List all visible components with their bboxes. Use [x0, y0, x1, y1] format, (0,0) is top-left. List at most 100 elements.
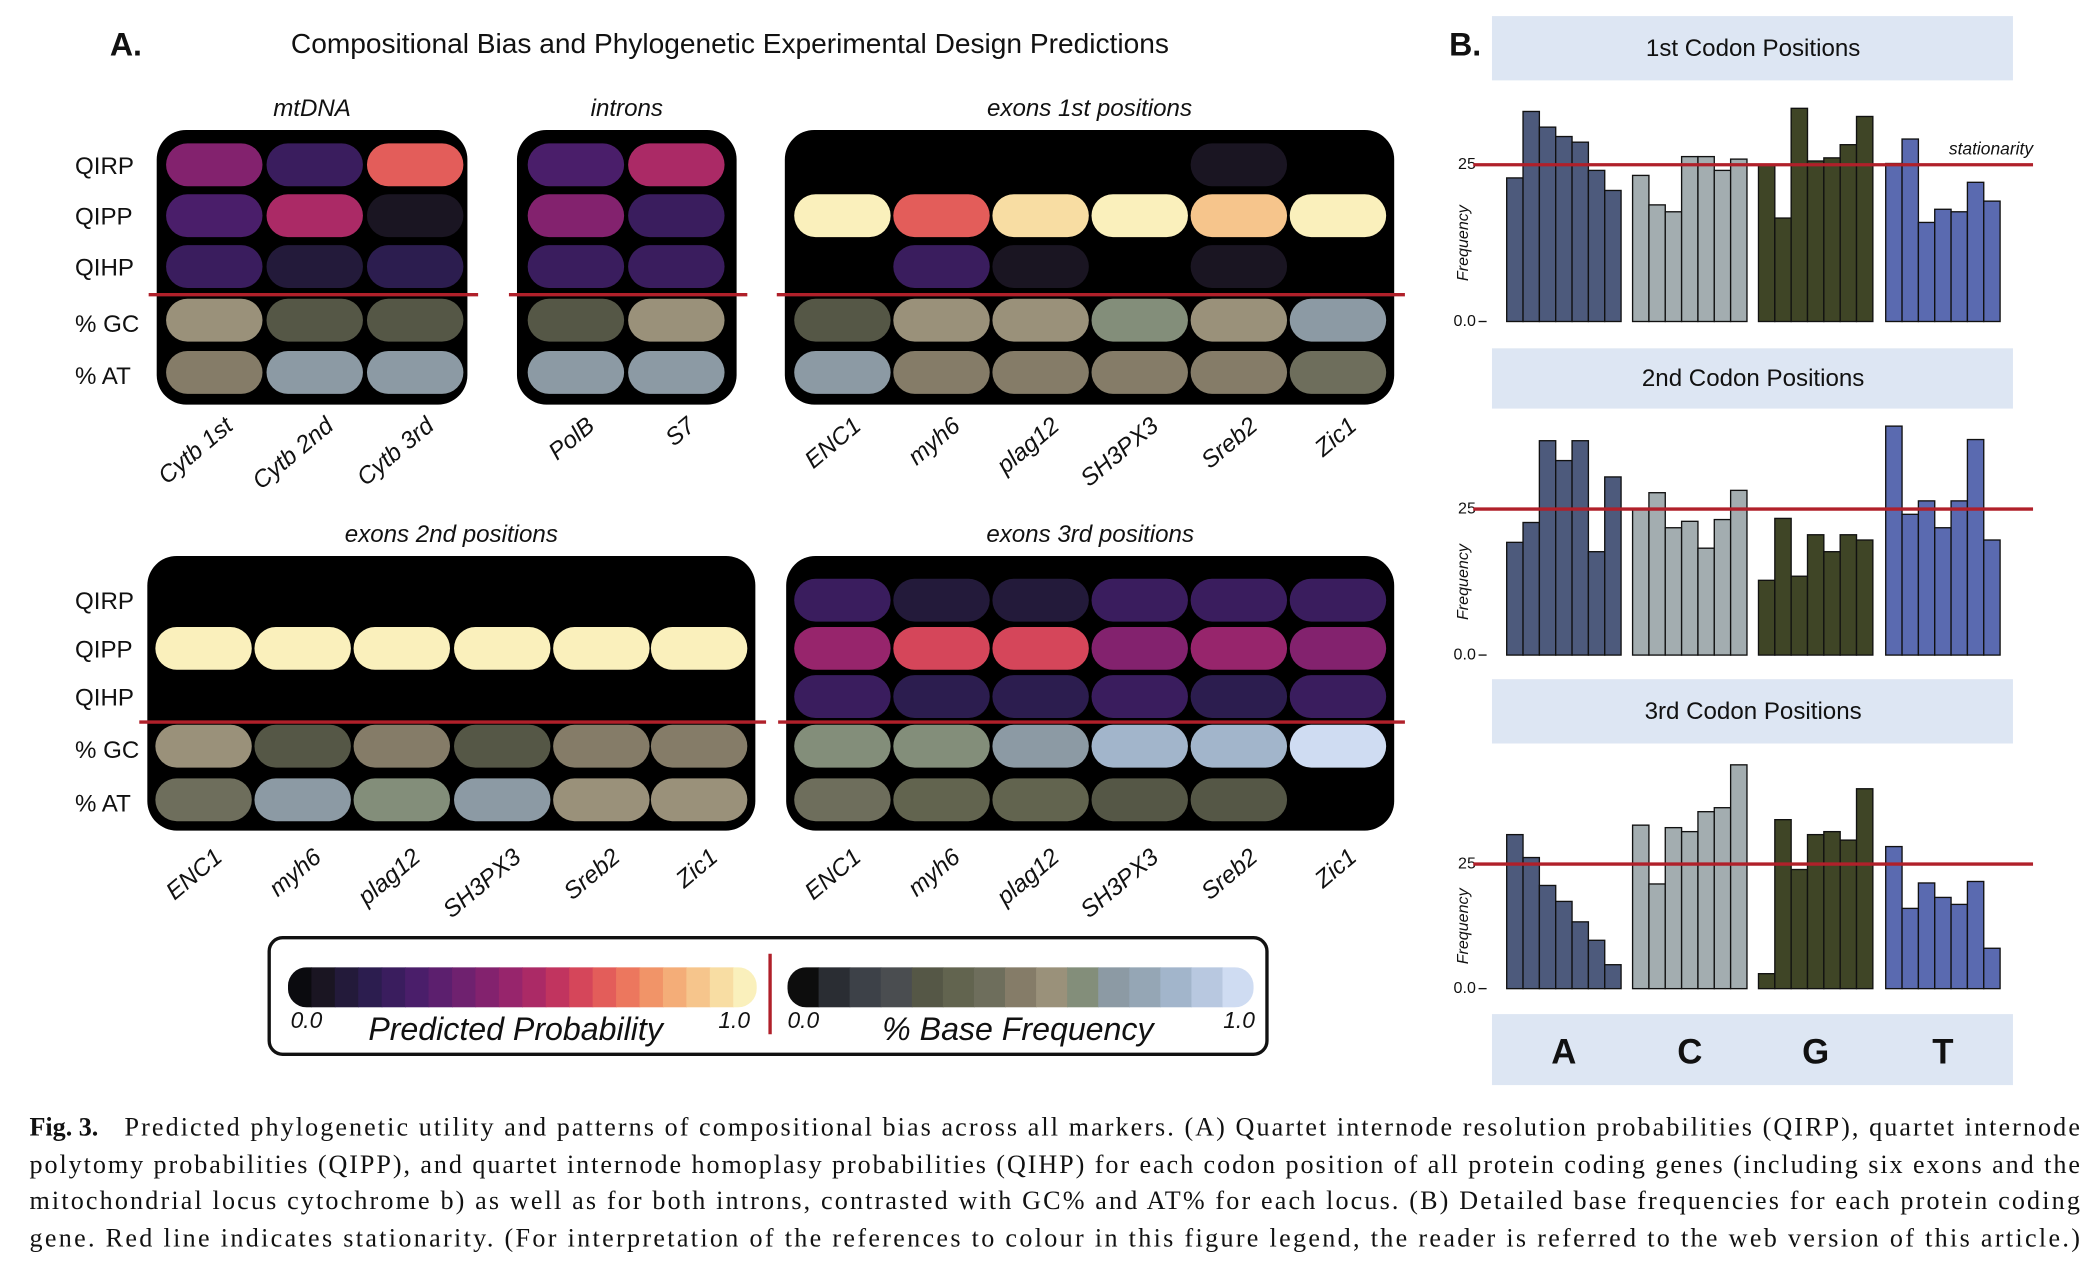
- caption-line: Predicted phylogenetic utility and patte…: [125, 1112, 2080, 1141]
- heatmap-cell: [166, 350, 263, 394]
- bar: [1648, 492, 1666, 656]
- bar: [1806, 833, 1825, 990]
- column-label: ENC1: [800, 843, 867, 905]
- heatmap-cell: [553, 626, 650, 670]
- bar: [1966, 880, 1985, 990]
- bar: [1729, 489, 1748, 656]
- bar: [1774, 217, 1792, 323]
- bar: [1950, 500, 1969, 656]
- bar: [1587, 551, 1606, 656]
- heatmap-cell: [366, 194, 464, 238]
- heatmap-cell: [893, 194, 990, 238]
- heatmap-cell: [1091, 350, 1188, 394]
- column-label: S7: [660, 411, 701, 452]
- base-header: [1491, 1014, 2013, 1086]
- heatmap-cell: [1289, 578, 1387, 622]
- legend-title: % Base Frequency: [882, 1011, 1155, 1047]
- bar: [1697, 811, 1715, 990]
- bar: [1917, 221, 1936, 323]
- column-label: Sreb2: [559, 843, 626, 905]
- colorbar-swatch: [569, 967, 594, 1008]
- colorbar-swatch: [1160, 967, 1193, 1008]
- heatmap-cell: [794, 350, 891, 394]
- heatmap-cell: [1091, 194, 1188, 238]
- heatmap-cell: [155, 724, 252, 768]
- column-label: PolB: [544, 412, 600, 465]
- heatmap-cell: [553, 724, 650, 768]
- column-label: SH3PX3: [1076, 843, 1165, 924]
- bar: [1934, 208, 1952, 323]
- y-axis-label: Frequency: [1454, 204, 1472, 281]
- column-label: Sreb2: [1196, 843, 1263, 905]
- colorbar: [287, 967, 757, 1008]
- heatmap-cell: [992, 245, 1089, 289]
- bar: [1823, 157, 1841, 323]
- heatmap-cell: [155, 778, 252, 822]
- y-tick-label: 0.0: [1454, 645, 1476, 663]
- heatmap-cell: [166, 194, 263, 238]
- heatmap-cell: [1190, 194, 1288, 238]
- heatmap-cell: [992, 626, 1089, 670]
- heatmap-cell: [794, 675, 891, 719]
- y-tick-label: 0.0: [1454, 979, 1476, 997]
- bar: [1697, 547, 1715, 656]
- heatmap-cell: [166, 143, 263, 187]
- panel-header: [1491, 16, 2013, 81]
- caption-label: Fig. 3.: [29, 1112, 98, 1141]
- column-label: plag12: [352, 843, 426, 911]
- bar: [1506, 177, 1524, 323]
- row-label: % GC: [75, 737, 139, 764]
- bar: [1855, 539, 1874, 656]
- colorbar-swatch: [334, 967, 359, 1008]
- heatmap-cell: [992, 578, 1089, 622]
- heatmap-cell: [1190, 578, 1288, 622]
- column-label: myh6: [903, 843, 966, 902]
- column-label: SH3PX3: [438, 843, 527, 924]
- heatmap-cell: [1289, 298, 1387, 342]
- heatmap-cell: [628, 245, 725, 289]
- colorbar: [787, 967, 1254, 1008]
- heatmap-title: exons 3rd positions: [986, 521, 1194, 548]
- column-label: Zic1: [670, 843, 723, 894]
- y-tick-label: 0.0: [1454, 312, 1476, 330]
- bar: [1966, 438, 1985, 656]
- row-label: QIHP: [75, 685, 134, 712]
- bar: [1713, 518, 1732, 656]
- bar: [1664, 826, 1683, 990]
- heatmap-cell: [992, 778, 1089, 822]
- heatmap-cell: [527, 194, 625, 238]
- heatmap-cell: [794, 724, 891, 768]
- colorbar-swatch: [498, 967, 523, 1008]
- column-label: plag12: [991, 843, 1065, 911]
- heatmap-title: mtDNA: [273, 95, 351, 122]
- heatmap-cell: [628, 143, 725, 187]
- row-label: QIRP: [75, 153, 134, 180]
- column-label: Zic1: [1309, 412, 1362, 463]
- bar: [1680, 155, 1699, 323]
- bar: [1757, 164, 1776, 323]
- bar: [1839, 144, 1858, 323]
- bar: [1571, 440, 1590, 656]
- heatmap-cell: [1190, 778, 1288, 822]
- bar: [1555, 900, 1573, 990]
- annotation: stationarity: [1949, 139, 2034, 159]
- bar: [1571, 141, 1590, 323]
- bar: [1506, 833, 1524, 990]
- panel-title: 2nd Codon Positions: [1642, 365, 1864, 392]
- bar: [1901, 907, 1920, 990]
- column-label: Cytb 2nd: [247, 411, 339, 495]
- bar: [1966, 181, 1985, 323]
- heatmap-cell: [1091, 578, 1188, 622]
- colorbar-swatch: [639, 967, 664, 1008]
- bar: [1806, 534, 1825, 656]
- colorbar-swatch: [686, 967, 711, 1008]
- heatmap-cell: [893, 675, 990, 719]
- colorbar-swatch: [849, 967, 882, 1008]
- heatmap-cell: [650, 724, 748, 768]
- bar: [1604, 476, 1622, 656]
- colorbar-swatch: [880, 967, 913, 1008]
- base-label: T: [1932, 1032, 1953, 1071]
- heatmap-title: exons 1st positions: [987, 95, 1192, 122]
